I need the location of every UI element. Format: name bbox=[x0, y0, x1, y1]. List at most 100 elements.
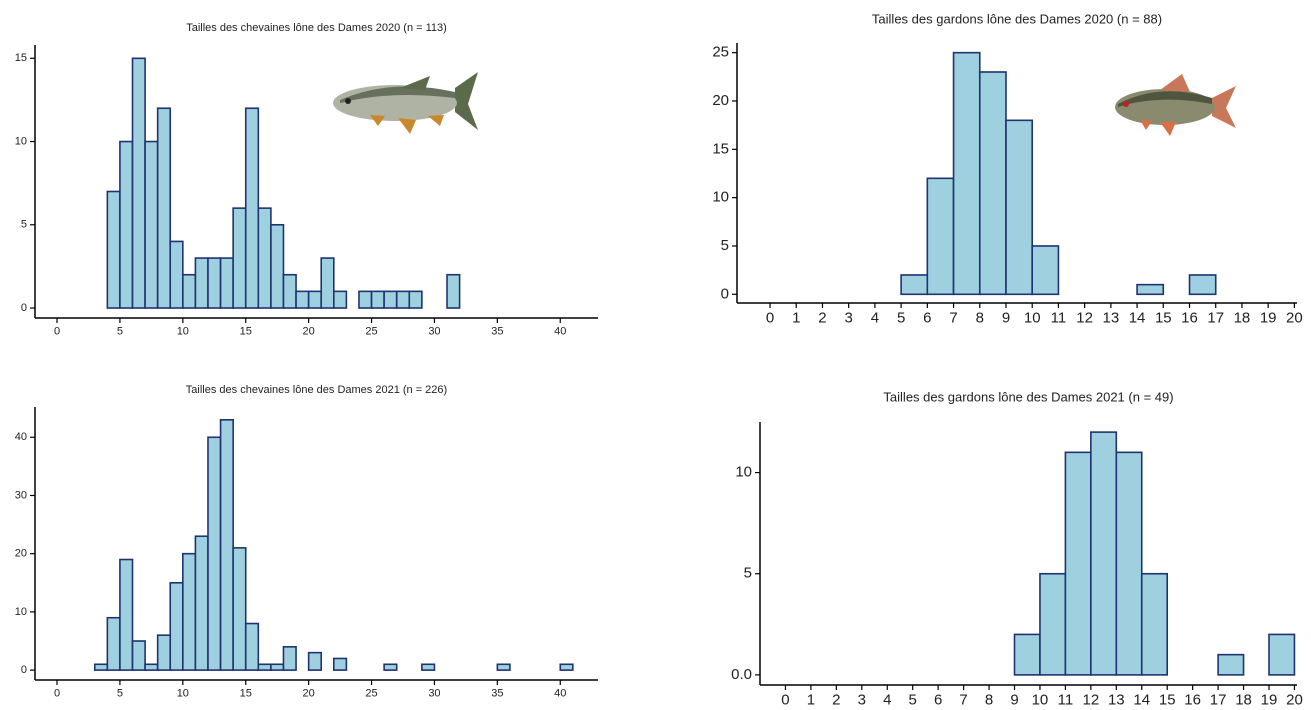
x-tick-label: 4 bbox=[871, 309, 879, 326]
y-tick-label: 20 bbox=[15, 548, 27, 560]
bar bbox=[952, 51, 981, 296]
bar bbox=[1013, 633, 1041, 676]
x-tick-label: 9 bbox=[1010, 691, 1018, 708]
bar bbox=[295, 290, 310, 309]
x-tick-label: 17 bbox=[1210, 691, 1227, 708]
y-tick-label: 5 bbox=[744, 565, 752, 582]
x-tick-label: 10 bbox=[1032, 691, 1049, 708]
bar bbox=[182, 552, 197, 671]
x-tick-label: 20 bbox=[1286, 691, 1303, 708]
bar bbox=[307, 290, 323, 309]
x-tick-label: 0 bbox=[781, 691, 789, 708]
bar bbox=[131, 57, 146, 309]
bar bbox=[395, 290, 411, 309]
x-tick-label: 2 bbox=[832, 691, 840, 708]
x-tick-label: 15 bbox=[1159, 691, 1176, 708]
bar bbox=[194, 535, 209, 671]
x-tick-label: 14 bbox=[1133, 691, 1150, 708]
bar bbox=[169, 581, 184, 671]
bar bbox=[496, 663, 511, 671]
bar bbox=[169, 240, 184, 309]
x-tick-label: 12 bbox=[1076, 309, 1093, 326]
fish-chevaine bbox=[333, 72, 478, 134]
x-tick-label: 5 bbox=[909, 691, 917, 708]
bar bbox=[1188, 274, 1217, 296]
x-tick-label: 18 bbox=[1234, 309, 1251, 326]
x-tick-label: 20 bbox=[1286, 309, 1303, 326]
x-tick-label: 6 bbox=[934, 691, 942, 708]
chart-title: Tailles des gardons lône des Dames 2021 … bbox=[883, 389, 1173, 404]
x-tick-label: 20 bbox=[303, 325, 315, 337]
bar bbox=[119, 558, 134, 671]
x-tick-label: 8 bbox=[976, 309, 984, 326]
bar bbox=[446, 273, 461, 309]
bar bbox=[219, 419, 234, 671]
bar bbox=[270, 223, 285, 309]
x-tick-label: 8 bbox=[985, 691, 993, 708]
y-tick-label: 25 bbox=[712, 44, 729, 61]
bar bbox=[194, 257, 209, 309]
bar bbox=[232, 207, 247, 309]
x-tick-label: 0 bbox=[54, 325, 60, 337]
x-tick-label: 25 bbox=[365, 325, 377, 337]
x-tick-label: 5 bbox=[117, 687, 123, 699]
y-tick-label: 5 bbox=[721, 237, 729, 254]
x-tick-label: 6 bbox=[923, 309, 931, 326]
y-tick-label: 0 bbox=[721, 285, 729, 302]
bar bbox=[1031, 245, 1060, 296]
y-tick-label: 10 bbox=[735, 464, 752, 481]
y-tick-label: 0 bbox=[21, 302, 27, 314]
x-tick-label: 16 bbox=[1181, 309, 1198, 326]
bar bbox=[408, 290, 423, 309]
bar bbox=[244, 107, 260, 309]
chart-title: Tailles des gardons lône des Dames 2020 … bbox=[872, 11, 1162, 26]
x-tick-label: 35 bbox=[491, 687, 503, 699]
x-tick-label: 13 bbox=[1108, 691, 1125, 708]
x-tick-label: 7 bbox=[959, 691, 967, 708]
bar bbox=[144, 140, 159, 309]
x-tick-label: 3 bbox=[858, 691, 866, 708]
chart-title: Tailles des chevaines lône des Dames 202… bbox=[186, 384, 447, 396]
bar bbox=[1090, 431, 1118, 676]
y-tick-label: 0 bbox=[21, 664, 27, 676]
x-tick-label: 12 bbox=[1083, 691, 1100, 708]
bar bbox=[1005, 119, 1034, 296]
bar bbox=[106, 190, 121, 309]
bar bbox=[1140, 572, 1169, 676]
x-tick-label: 5 bbox=[117, 325, 123, 337]
bar bbox=[421, 663, 436, 671]
x-tick-label: 7 bbox=[949, 309, 957, 326]
fish-gardon bbox=[1115, 74, 1236, 136]
bar bbox=[282, 273, 297, 309]
x-tick-label: 25 bbox=[365, 687, 377, 699]
x-tick-label: 35 bbox=[491, 325, 503, 337]
bar bbox=[900, 274, 929, 296]
y-tick-label: 5 bbox=[21, 219, 27, 231]
bar bbox=[207, 436, 222, 671]
x-tick-label: 10 bbox=[177, 325, 189, 337]
y-tick-label: 10 bbox=[15, 606, 27, 618]
x-tick-label: 0 bbox=[766, 309, 774, 326]
bar bbox=[332, 657, 348, 671]
bar bbox=[232, 547, 247, 671]
x-tick-label: 13 bbox=[1103, 309, 1120, 326]
x-tick-label: 1 bbox=[792, 309, 800, 326]
x-tick-label: 11 bbox=[1058, 691, 1074, 708]
x-tick-label: 5 bbox=[897, 309, 905, 326]
bar bbox=[93, 663, 109, 671]
x-tick-label: 15 bbox=[240, 687, 252, 699]
bar bbox=[156, 634, 172, 671]
y-tick-label: 15 bbox=[712, 140, 729, 157]
chart-title: Tailles des chevaines lône des Dames 202… bbox=[186, 22, 447, 34]
bar bbox=[1136, 283, 1165, 296]
x-tick-label: 14 bbox=[1129, 309, 1146, 326]
y-tick-label: 0.0 bbox=[731, 666, 752, 683]
bar bbox=[383, 290, 398, 309]
bar bbox=[257, 207, 272, 309]
bar bbox=[156, 107, 172, 309]
bar bbox=[383, 663, 398, 671]
x-tick-label: 19 bbox=[1261, 691, 1278, 708]
x-tick-label: 9 bbox=[1002, 309, 1010, 326]
bar bbox=[1039, 572, 1067, 676]
bar bbox=[559, 663, 574, 671]
